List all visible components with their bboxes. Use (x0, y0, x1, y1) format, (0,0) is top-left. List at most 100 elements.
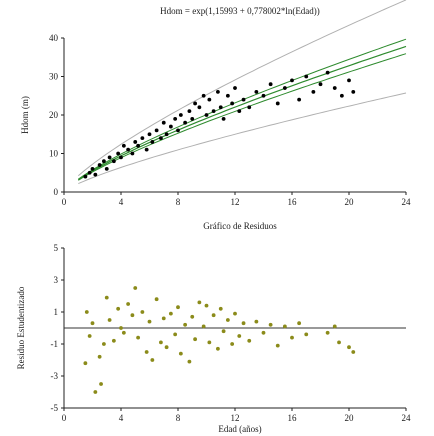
residual-point (102, 342, 106, 346)
data-point (237, 109, 242, 114)
y-tick-label: 5 (54, 243, 59, 253)
data-point (347, 78, 351, 83)
residual-point (297, 321, 302, 326)
residual-point (268, 322, 273, 327)
data-point (351, 90, 356, 94)
residual-point (116, 306, 121, 311)
y-tick-label: 1 (54, 307, 59, 317)
data-point (230, 101, 235, 106)
x-tick-label: 8 (176, 197, 181, 207)
residual-point (304, 332, 309, 337)
y-tick-label: -3 (51, 371, 59, 381)
residual-chart-ticks: 0 4 8 12 16 20 24 5 3 1 -1 -3 -5 (51, 243, 412, 423)
residual-point (275, 343, 280, 348)
data-point (176, 128, 180, 133)
confidence-lower-line (78, 53, 407, 181)
x-tick-label: 20 (345, 413, 355, 423)
data-point (136, 143, 141, 148)
residual-point (197, 300, 202, 305)
data-point (241, 97, 246, 102)
data-point (247, 105, 252, 110)
residual-point (159, 340, 163, 345)
data-point (207, 97, 212, 102)
data-point (130, 151, 135, 156)
fit-chart-y-label: Hdom (m) (20, 96, 30, 134)
y-tick-label: 10 (49, 149, 59, 159)
x-tick-label: 16 (288, 413, 298, 423)
residual-point (147, 319, 152, 324)
residual-point (164, 345, 169, 350)
x-tick-label: 4 (119, 413, 124, 423)
residual-point (337, 340, 341, 345)
data-point (261, 93, 266, 98)
residual-point (173, 332, 178, 337)
x-tick-label: 8 (176, 413, 181, 423)
data-point (282, 86, 287, 90)
data-point (297, 97, 302, 102)
residual-point (201, 324, 206, 329)
data-point (147, 132, 152, 137)
fit-chart-ticks: 0 4 8 12 16 20 24 0 10 20 30 40 (49, 33, 411, 207)
data-point (178, 113, 183, 117)
residual-point (261, 330, 266, 335)
data-point (254, 90, 259, 94)
prediction-lower-line (78, 92, 407, 185)
data-point (161, 120, 166, 125)
residual-point (83, 361, 88, 366)
residual-point (207, 340, 212, 345)
residual-point (233, 311, 237, 316)
residual-point (130, 313, 135, 318)
residual-point (187, 359, 192, 364)
data-point (104, 167, 109, 171)
data-point (150, 140, 155, 144)
data-point (211, 109, 216, 114)
data-point (183, 120, 188, 125)
residual-point (241, 321, 246, 326)
y-tick-label: 30 (49, 72, 59, 82)
data-point (164, 132, 169, 137)
residual-point (237, 334, 242, 338)
residual-point (282, 324, 287, 329)
residual-chart-x-label: Edad (años) (218, 424, 261, 434)
data-point (318, 82, 323, 87)
residual-point (119, 326, 123, 330)
residual-point (144, 350, 149, 354)
residual-chart-y-label: Residuo Estudentizado (16, 286, 26, 369)
residual-point (351, 350, 356, 354)
fit-chart-points (83, 70, 356, 179)
x-tick-label: 16 (288, 197, 298, 207)
residual-point (168, 311, 173, 316)
residual-point (221, 329, 226, 334)
data-point (204, 113, 209, 117)
y-tick-label: 40 (49, 33, 59, 43)
data-point (159, 136, 163, 141)
fit-chart-title: Hdom = exp(1,15993 + 0,778002*ln(Edad)) (160, 6, 320, 16)
residual-point (325, 330, 330, 335)
data-point (102, 159, 106, 164)
data-point (193, 101, 198, 106)
data-point (187, 109, 192, 114)
residual-point (347, 345, 351, 350)
residual-point (161, 316, 166, 321)
data-point (221, 116, 226, 121)
data-point (90, 167, 95, 171)
data-point (190, 116, 195, 121)
data-point (325, 70, 330, 75)
residual-point (204, 303, 209, 308)
data-point (173, 116, 178, 121)
data-point (233, 86, 237, 90)
data-point (201, 93, 206, 98)
x-tick-label: 0 (62, 413, 67, 423)
prediction-upper-line (77, 0, 407, 177)
residual-point (150, 358, 155, 362)
residual-point (121, 330, 126, 335)
residual-point (87, 334, 92, 338)
residual-point (193, 337, 198, 342)
residual-point (211, 313, 216, 318)
x-tick-label: 12 (231, 413, 240, 423)
data-point (126, 147, 131, 152)
data-point (216, 90, 220, 94)
residual-point (126, 302, 131, 306)
residual-point (136, 335, 141, 340)
